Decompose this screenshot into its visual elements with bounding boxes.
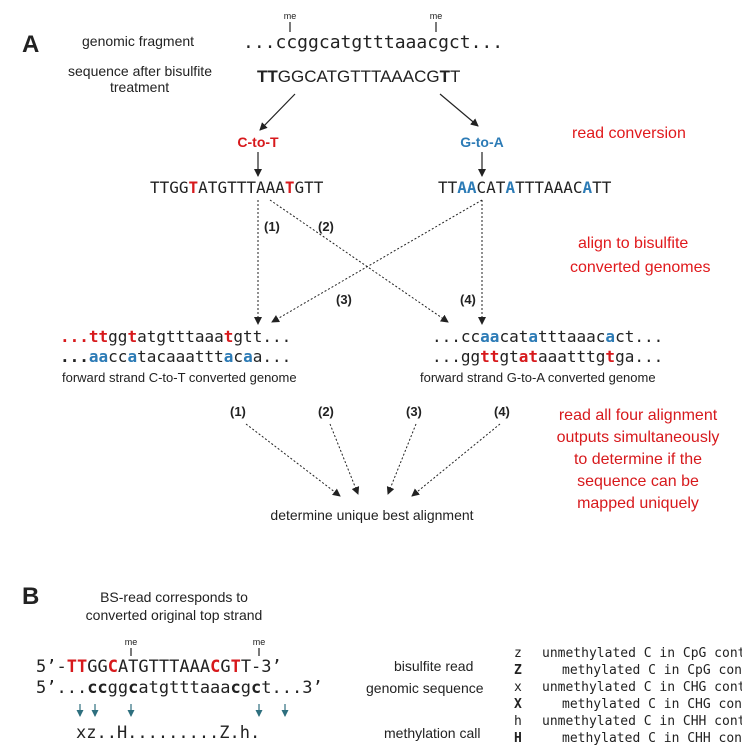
methylation-legend: z unmethylated C in CpG context Z methyl… <box>514 646 742 746</box>
svg-text:to determine if the: to determine if the <box>574 451 702 468</box>
path-3 <box>271 199 483 323</box>
output-label-2: (2) <box>318 404 334 419</box>
ct-converted-read: TTGGTATGTTTAAATGTT <box>150 178 324 197</box>
svg-text:H: H <box>514 731 522 746</box>
path-label-3: (3) <box>336 292 352 307</box>
path-label-2: (2) <box>318 219 334 234</box>
svg-text:mapped uniquely: mapped uniquely <box>577 495 699 512</box>
svg-text:z: z <box>514 646 522 661</box>
svg-text:h: h <box>514 714 522 729</box>
output-arrow-4 <box>411 423 501 497</box>
output-arrow-3 <box>386 423 417 495</box>
genomic-fragment-label: genomic fragment <box>82 33 194 49</box>
genomic-fragment-sequence: ...ccggcatgtttaaacgct... <box>243 32 503 53</box>
ga-conversion-label: G-to-A <box>460 134 504 150</box>
legend-row: z unmethylated C in CpG context <box>514 646 742 661</box>
svg-text:methylated C in CHG context: methylated C in CHG context <box>562 697 742 712</box>
path-2 <box>269 199 449 323</box>
output-arrow-2 <box>329 423 360 495</box>
panel-b-title-line2: converted original top strand <box>86 607 263 623</box>
panel-b-title-line1: BS-read corresponds to <box>100 589 248 605</box>
legend-row: Z methylated C in CpG context <box>514 663 742 678</box>
output-label-3: (3) <box>406 404 422 419</box>
ga-genome-top-strand: ...ccaacatatttaaacact... <box>432 327 663 346</box>
panel-a-letter: A <box>22 31 39 58</box>
methylation-call-string: xz..H.........Z.h. <box>76 723 260 743</box>
legend-row: x unmethylated C in CHG context <box>514 680 742 695</box>
svg-text:Z: Z <box>514 663 522 678</box>
after-bisulfite-label-line2: treatment <box>110 79 169 95</box>
me-marker-b2: me <box>253 637 266 656</box>
svg-text:me: me <box>430 11 443 21</box>
align-label-line2: converted genomes <box>570 259 711 276</box>
ct-genome-bottom-strand: ...aaccatacaaatttacaa... <box>60 347 291 366</box>
bisulfite-read-label: bisulfite read <box>394 658 473 674</box>
me-marker-b1: me <box>125 637 138 656</box>
bisulfite-read-sequence: 5’-TTGGCATGTTTAAACGTT-3’ <box>36 657 282 677</box>
svg-text:me: me <box>125 637 138 647</box>
output-label-1: (1) <box>230 404 246 419</box>
output-label-4: (4) <box>494 404 510 419</box>
path-label-4: (4) <box>460 292 476 307</box>
ga-genome-bottom-strand: ...ggttgtataaatttgtga... <box>432 347 663 366</box>
after-bisulfite-sequence: TTGGCATGTTTAAACGTT <box>257 67 460 86</box>
genomic-sequence-label: genomic sequence <box>366 680 484 696</box>
svg-text:unmethylated C in CpG context: unmethylated C in CpG context <box>542 646 742 661</box>
ga-converted-read: TTAACATATTTAAACATT <box>438 178 612 197</box>
after-bisulfite-label-line1: sequence after bisulfite <box>68 63 212 79</box>
ct-genome-label: forward strand C-to-T converted genome <box>62 370 297 385</box>
svg-text:read all four alignment: read all four alignment <box>559 407 718 424</box>
read-conversion-label: read conversion <box>572 125 686 142</box>
svg-text:methylated C in CHH context: methylated C in CHH context <box>562 731 742 746</box>
svg-text:X: X <box>514 697 522 712</box>
me-marker-1: me <box>284 11 297 32</box>
svg-text:x: x <box>514 680 522 695</box>
ct-conversion-label: C-to-T <box>237 134 279 150</box>
svg-text:unmethylated C in CHG context: unmethylated C in CHG context <box>542 680 742 695</box>
genomic-sequence: 5’...ccggcatgtttaaacgct...3’ <box>36 678 323 698</box>
align-label-line1: align to bisulfite <box>578 235 688 252</box>
output-arrow-1 <box>245 423 341 497</box>
svg-text:methylated C in CpG context: methylated C in CpG context <box>562 663 742 678</box>
best-alignment-label: determine unique best alignment <box>270 507 473 523</box>
svg-text:me: me <box>284 11 297 21</box>
legend-row: h unmethylated C in CHH context <box>514 714 742 729</box>
methylation-call-label: methylation call <box>384 725 481 741</box>
arrow-to-ga <box>439 93 479 127</box>
arrow-to-ct <box>259 93 296 131</box>
svg-text:outputs simultaneously: outputs simultaneously <box>557 429 720 446</box>
panel-b-letter: B <box>22 583 39 610</box>
svg-text:unmethylated C in CHH context: unmethylated C in CHH context <box>542 714 742 729</box>
read-all-outputs-note: read all four alignment outputs simultan… <box>557 407 720 512</box>
svg-text:me: me <box>253 637 266 647</box>
path-label-1: (1) <box>264 219 280 234</box>
legend-row: H methylated C in CHH context <box>514 731 742 746</box>
ct-genome-top-strand: ...ttggtatgtttaaatgtt... <box>60 327 291 346</box>
legend-row: X methylated C in CHG context <box>514 697 742 712</box>
svg-text:sequence can be: sequence can be <box>577 473 699 490</box>
ga-genome-label: forward strand G-to-A converted genome <box>420 370 656 385</box>
me-marker-2: me <box>430 11 443 32</box>
